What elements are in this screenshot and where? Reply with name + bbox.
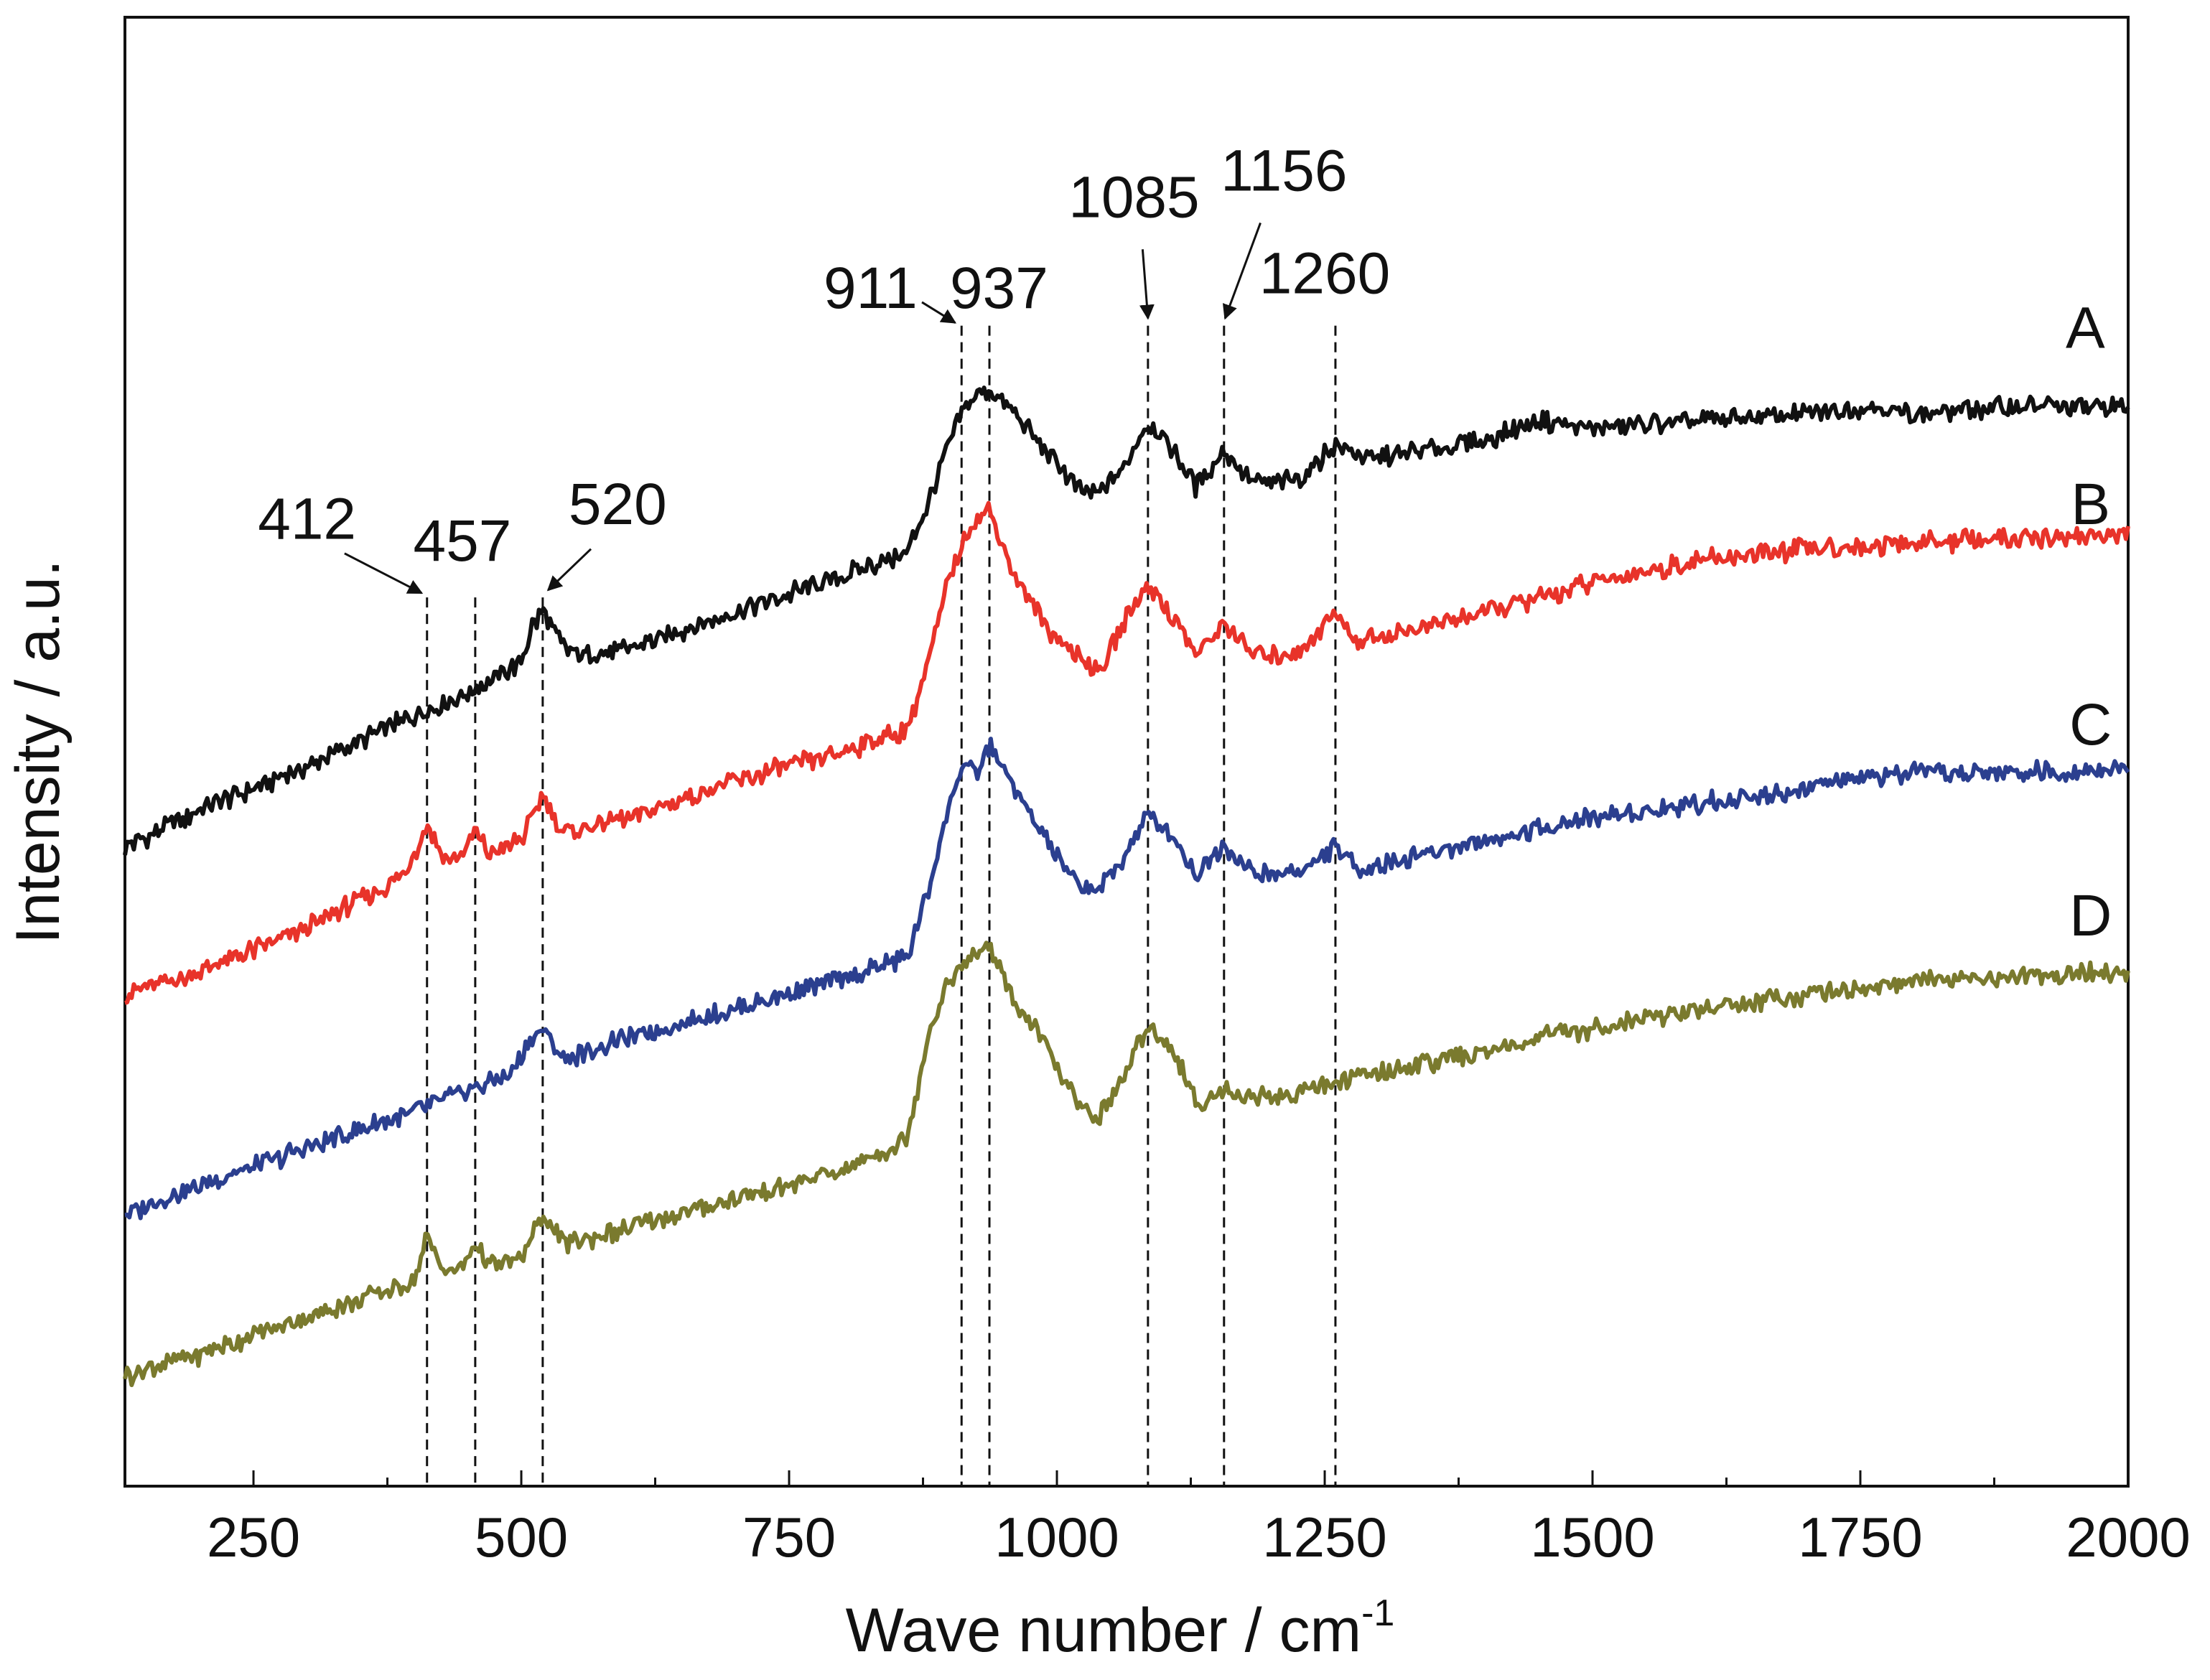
plot-frame bbox=[123, 16, 2130, 1488]
x-axis-ticks: 250 500 750 1000 1250 1500 1750 2000 bbox=[207, 1470, 2191, 1569]
peak-label-412: 412 bbox=[258, 486, 356, 551]
peak-arrow-412 bbox=[344, 552, 424, 594]
peak-label-1260: 1260 bbox=[1259, 241, 1390, 307]
x-tick-label: 1500 bbox=[1530, 1506, 1655, 1569]
x-tick-label: 1000 bbox=[994, 1506, 1119, 1569]
series-line-c bbox=[124, 737, 2130, 1221]
x-tick-label: 250 bbox=[207, 1506, 300, 1569]
series-label-b: B bbox=[2071, 472, 2110, 537]
x-tick-label: 500 bbox=[475, 1506, 568, 1569]
peak-arrow-1156 bbox=[1222, 222, 1262, 320]
peak-arrow-520 bbox=[546, 548, 592, 592]
x-axis-title-main: Wave number / cm bbox=[846, 1596, 1361, 1665]
x-axis-title: Wave number / cm-1 bbox=[846, 1592, 1395, 1665]
x-tick-label: 2000 bbox=[2066, 1506, 2191, 1569]
peak-label-520: 520 bbox=[569, 472, 667, 537]
y-axis-title: Intensity / a.u. bbox=[4, 559, 73, 943]
peak-label-1156: 1156 bbox=[1221, 138, 1347, 203]
x-axis-title-superscript: -1 bbox=[1361, 1592, 1394, 1634]
series-line-d bbox=[123, 941, 2130, 1388]
series-label-a: A bbox=[2066, 295, 2105, 360]
x-tick-label: 1750 bbox=[1798, 1506, 1923, 1569]
series-line-a bbox=[123, 386, 2130, 856]
peak-label-457: 457 bbox=[414, 508, 512, 574]
peak-guide-lines bbox=[426, 325, 1337, 1486]
x-tick-label: 1250 bbox=[1262, 1506, 1387, 1569]
series-label-d: D bbox=[2069, 883, 2112, 948]
x-tick-label: 750 bbox=[742, 1506, 836, 1569]
peak-label-911: 911 bbox=[824, 256, 918, 321]
peak-label-937: 937 bbox=[950, 256, 1048, 321]
peak-arrow-1085 bbox=[1139, 249, 1155, 320]
peak-annotations: 412 457 520 911 937 1085 1156 1260 bbox=[258, 138, 1390, 594]
peak-arrow-911 bbox=[921, 301, 957, 324]
series-label-c: C bbox=[2069, 692, 2112, 757]
spectra-series: A B C D bbox=[123, 295, 2130, 1388]
peak-label-1085: 1085 bbox=[1068, 164, 1199, 230]
series-line-b bbox=[124, 500, 2130, 1005]
